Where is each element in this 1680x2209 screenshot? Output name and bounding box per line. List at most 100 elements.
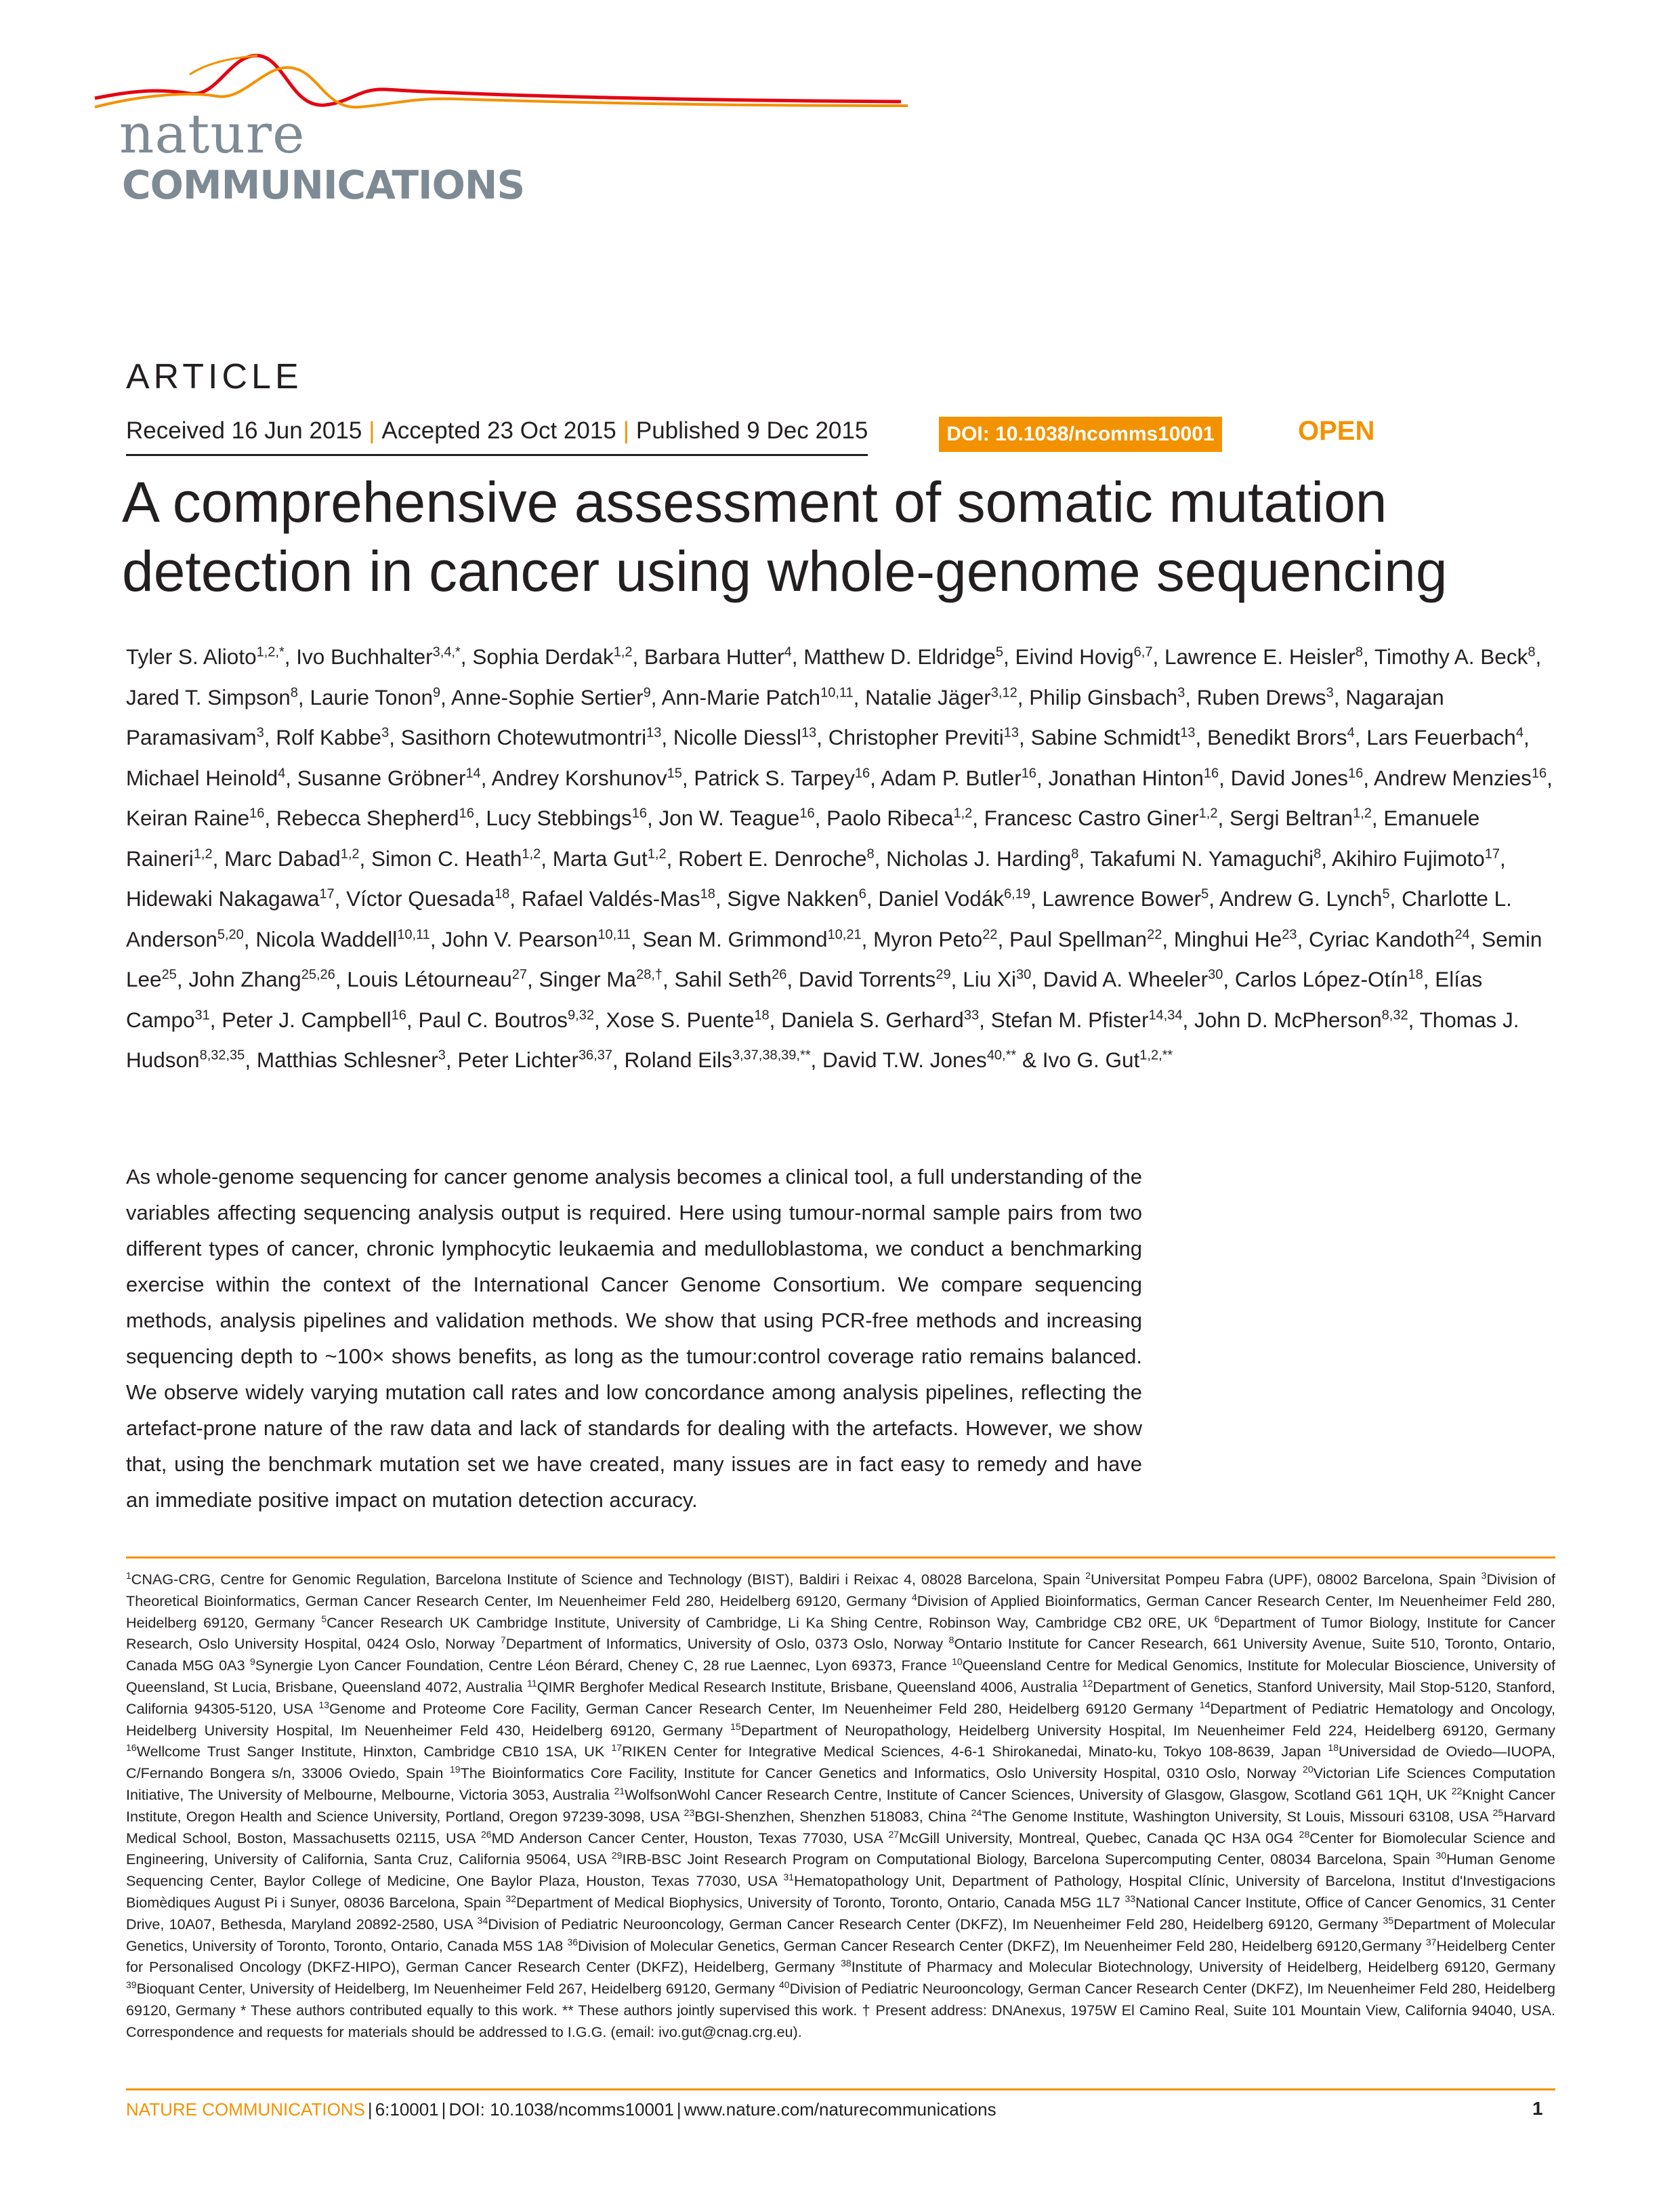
affiliation-number: 36 [567, 1936, 579, 1947]
author-name: Ann-Marie Patch [661, 684, 821, 709]
affiliation-number: 13 [318, 1699, 330, 1710]
affiliation-number: 16 [126, 1742, 137, 1754]
author-name: Hidewaki Nakagawa [126, 886, 320, 911]
author-affiliation-ref: 8 [1314, 846, 1322, 861]
footer-url[interactable]: www.nature.com/naturecommunications [684, 2099, 996, 2120]
author-affiliation-ref: 16 [799, 806, 815, 821]
affiliation-text: Department of Molecular Genetics, Univer… [126, 1915, 1555, 1954]
author-affiliation-ref: 26 [772, 967, 787, 983]
logo-wave-graphic [94, 54, 908, 109]
author-name: John Zhang [188, 967, 301, 991]
author-affiliation-ref: 28,† [636, 967, 663, 983]
date-separator: | [369, 417, 375, 444]
affiliation-number: 4 [912, 1591, 917, 1603]
author-name: Rebecca Shepherd [276, 806, 459, 830]
logo-nature-text: nature [119, 102, 306, 165]
author-name: Singer Ma [539, 967, 637, 991]
affiliation-number: 39 [126, 1979, 137, 1990]
author-affiliation-ref: 16 [249, 806, 265, 821]
author-affiliation-ref: 1,2 [522, 846, 541, 861]
author-name: Liu Xi [963, 967, 1016, 991]
affiliation-number: 2 [1085, 1569, 1091, 1581]
author-affiliation-ref: 1,2,* [256, 644, 285, 660]
affiliation-text: McGill University, Montreal, Quebec, Can… [899, 1829, 1299, 1846]
affiliation-text: Division of Pediatric Neurooncology, Ger… [126, 1980, 1555, 2019]
author-affiliation-ref: 16 [391, 1008, 406, 1023]
author-affiliation-ref: 4 [784, 644, 792, 660]
footer-rule [126, 2088, 1555, 2090]
footer-volume: 6:10001 [375, 2099, 439, 2120]
author-name: Minghui He [1173, 926, 1282, 951]
author-name: Patrick S. Tarpey [694, 765, 855, 790]
author-name: Rafael Valdés-Mas [521, 886, 700, 911]
affiliation-number: 10 [952, 1656, 963, 1667]
affiliation-number: 31 [783, 1871, 795, 1882]
author-affiliation-ref: 8 [290, 685, 298, 700]
author-affiliation-ref: 8,32,35 [199, 1048, 245, 1063]
author-name: Ivo G. Gut [1042, 1048, 1140, 1072]
author-affiliation-ref: 3,37,38,39,** [732, 1048, 811, 1063]
author-name: Rolf Kabbe [276, 725, 382, 749]
author-affiliation-ref: 14 [465, 766, 481, 781]
author-name: Daniel Vodák [878, 886, 1005, 911]
author-name: David A. Wheeler [1043, 967, 1209, 991]
author-name: Takafumi N. Yamaguchi [1090, 846, 1314, 871]
affiliation-text: Institute of Pharmacy and Molecular Biot… [851, 1958, 1555, 1976]
affiliation-number: 3 [1481, 1569, 1487, 1581]
author-affiliation-ref: 16 [854, 766, 870, 781]
author-affiliation-ref: 18 [754, 1008, 770, 1023]
author-affiliation-ref: 10,21 [827, 927, 862, 942]
page-footer: NATURE COMMUNICATIONS | 6:10001 | DOI: 10.10… [126, 2099, 996, 2120]
author-name: Lawrence Bower [1042, 886, 1202, 911]
affiliation-number: 38 [841, 1958, 852, 1969]
author-name: Andrey Korshunov [491, 765, 667, 790]
doi-badge[interactable]: DOI: 10.1038/ncomms10001 [939, 417, 1222, 452]
author-affiliation-ref: 1,2 [1198, 806, 1218, 821]
author-affiliation-ref: 3 [438, 1048, 446, 1063]
affiliation-text: Cancer Research UK Cambridge Institute, … [327, 1613, 1215, 1631]
author-affiliation-ref: 13 [801, 725, 817, 741]
author-name: Nicola Waddell [255, 926, 398, 951]
affiliation-number: 37 [1425, 1936, 1437, 1947]
author-affiliation-ref: 16 [1347, 766, 1364, 781]
accepted-date: Accepted 23 Oct 2015 [381, 417, 616, 444]
author-name: Víctor Quesada [346, 886, 495, 911]
author-name: Robert E. Denroche [678, 846, 867, 871]
affiliation-text: Universidad de Oviedo—IUOPA, C/Fernando … [126, 1743, 1555, 1782]
author-name: Emanuele Raineri [126, 806, 1480, 871]
author-affiliation-ref: 16 [1531, 766, 1547, 781]
author-name: Jonathan Hinton [1048, 765, 1204, 790]
affiliation-text: Victorian Life Sciences Computation Init… [126, 1764, 1556, 1803]
affiliation-text: Queensland Centre for Medical Genomics, … [126, 1657, 1555, 1695]
affiliation-number: 5 [321, 1613, 327, 1624]
author-affiliation-ref: 6,7 [1133, 644, 1153, 660]
author-affiliation-ref: 16 [1021, 766, 1036, 781]
author-name: Susanne Gröbner [297, 765, 466, 790]
author-affiliation-ref: 6 [858, 886, 866, 902]
affiliation-text: Division of Molecular Genetics, German C… [578, 1937, 1426, 1954]
author-name: Paolo Ribeca [826, 806, 954, 830]
author-affiliation-ref: 40,** [986, 1048, 1017, 1063]
header-rule [126, 454, 868, 456]
affiliation-text: Division of Theoretical Bioinformatics, … [126, 1571, 1555, 1609]
affiliation-number: 20 [1303, 1763, 1314, 1775]
affiliation-text: MD Anderson Cancer Center, Houston, Texa… [491, 1829, 889, 1846]
author-name: Andrew Menzies [1374, 765, 1532, 790]
author-affiliation-ref: 8 [1355, 644, 1363, 660]
affiliation-number: 25 [1492, 1807, 1504, 1818]
affiliation-text: Ontario Institute for Cancer Research, 6… [126, 1635, 1556, 1674]
affiliation-text: IRB-BSC Joint Research Program on Comput… [622, 1851, 1436, 1868]
author-affiliation-ref: 16 [459, 806, 474, 821]
date-separator: | [623, 417, 629, 444]
affiliation-text: RIKEN Center for Integrative Medical Sci… [622, 1743, 1328, 1760]
author-name: Paul Spellman [1009, 926, 1148, 951]
author-name: Keiran Raine [126, 806, 250, 830]
author-affiliation-ref: 13 [646, 725, 662, 741]
affiliation-text: Heidelberg Center for Personalised Oncol… [126, 1937, 1555, 1976]
author-name: David Torrents [798, 967, 936, 991]
abstract: As whole-genome sequencing for cancer ge… [126, 1165, 1142, 1512]
affiliation-number: 28 [1299, 1828, 1310, 1840]
affiliation-number: 33 [1125, 1893, 1136, 1904]
open-access-label: OPEN [1298, 416, 1375, 446]
footer-doi[interactable]: DOI: 10.1038/ncomms10001 [448, 2099, 674, 2120]
